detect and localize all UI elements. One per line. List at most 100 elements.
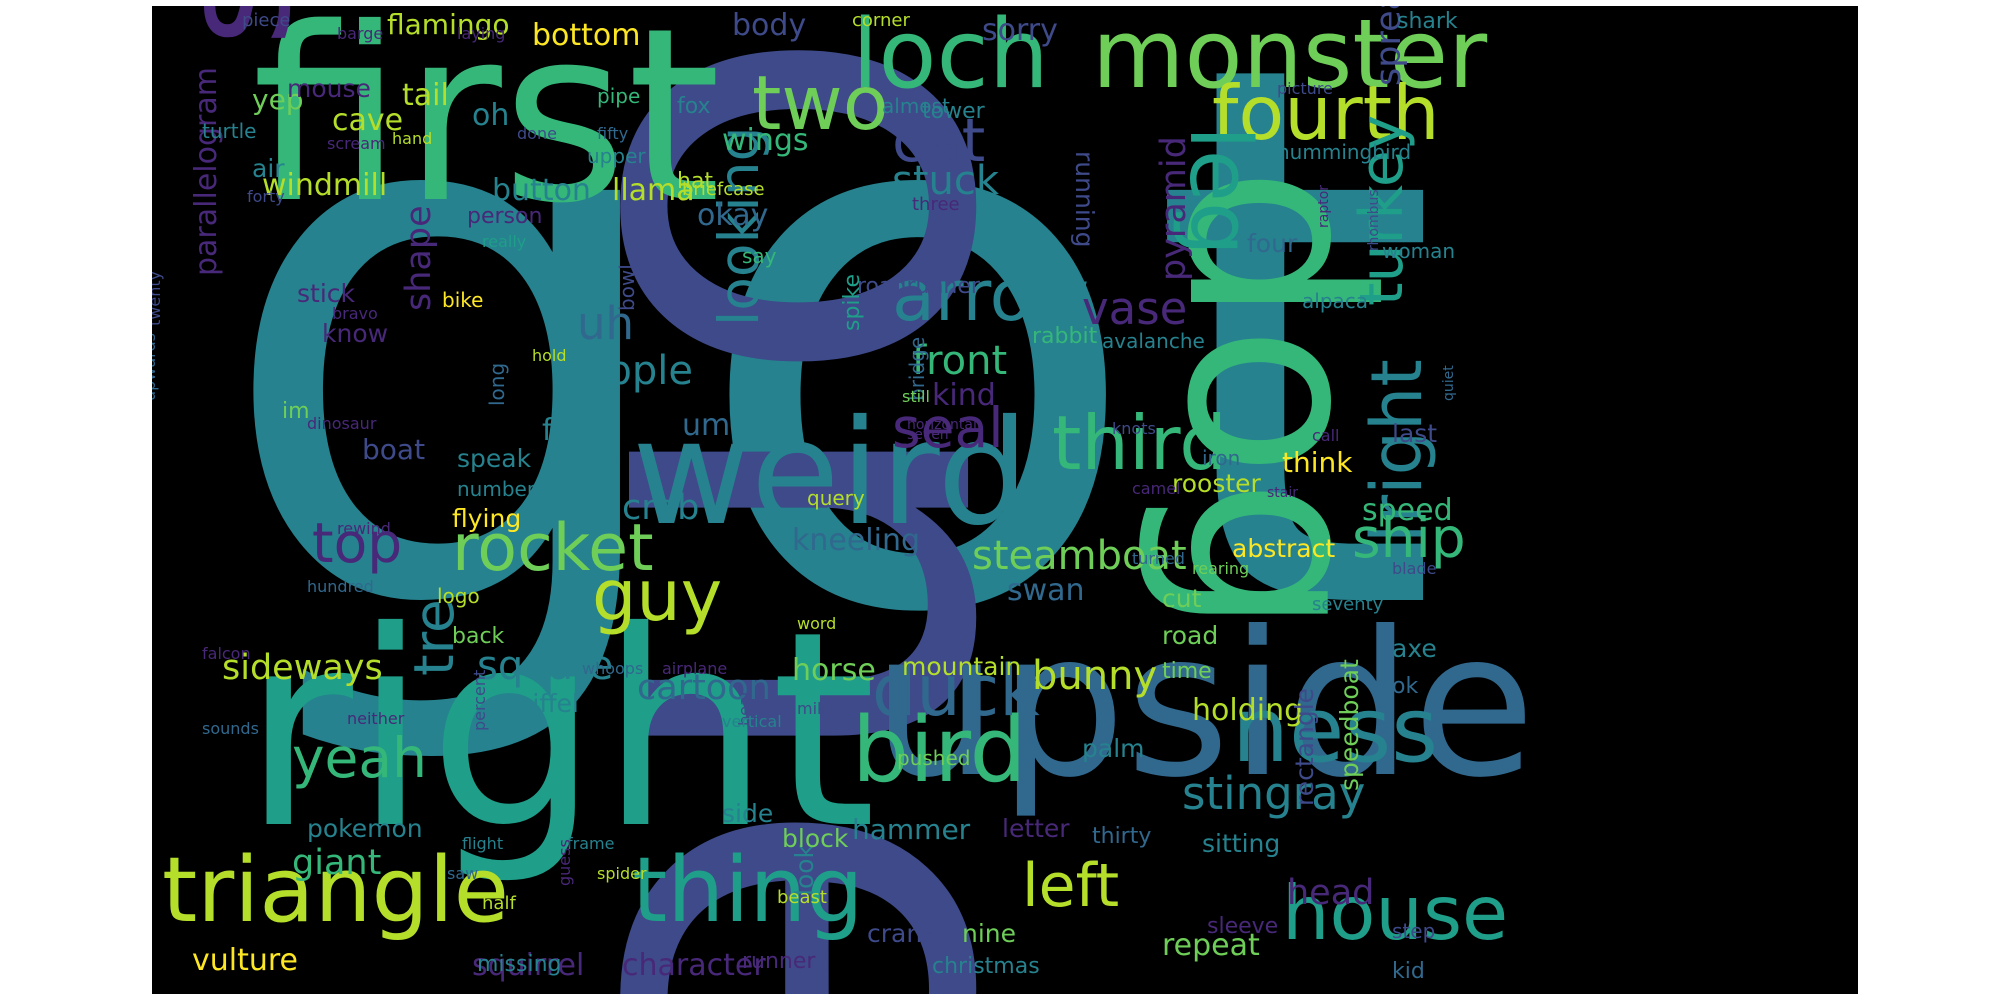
word: front (912, 338, 1008, 384)
word: tower (922, 99, 985, 124)
word: crane (867, 919, 938, 948)
word: seven (907, 427, 949, 443)
word: oh (472, 98, 510, 133)
word: camel (1132, 479, 1181, 498)
word: im (282, 399, 310, 424)
word: guess (555, 839, 574, 886)
word: alpaca (1302, 289, 1369, 313)
word: hundred (307, 577, 374, 596)
word: stuck (892, 158, 1000, 204)
word: rabbit (1032, 324, 1098, 349)
word: avalanche (1102, 329, 1205, 353)
word: pipe (597, 84, 641, 108)
word: barge (337, 24, 384, 43)
word: piece (242, 10, 291, 31)
word: rocket (452, 511, 654, 586)
word: bowl (615, 264, 639, 311)
word: giant (292, 843, 382, 883)
word: um (682, 408, 731, 443)
word: laying (457, 24, 506, 43)
word: shape (399, 205, 439, 311)
word: half (482, 893, 516, 914)
word: bunny (1032, 653, 1158, 699)
word: seal (892, 396, 1004, 460)
word: running (1070, 151, 1099, 248)
word: square (477, 643, 614, 689)
word: parallelogram (189, 67, 224, 276)
word: four (1247, 229, 1298, 258)
word: mike (797, 699, 836, 718)
word: triangle (162, 838, 509, 943)
word: repeat (1162, 928, 1260, 963)
word: time (1162, 659, 1212, 684)
word: think (1282, 446, 1353, 479)
word: yeah (292, 726, 427, 790)
word: tail (402, 78, 449, 113)
word: house (1282, 869, 1509, 957)
word: percent (470, 669, 489, 731)
word: raptor (1316, 184, 1332, 228)
word: thirty (1092, 824, 1152, 849)
word: coming (547, 447, 621, 471)
word: spider (597, 864, 647, 883)
word: neither (347, 709, 405, 728)
word: rectangle (1290, 687, 1319, 806)
word: crab (622, 488, 700, 528)
word: wings (722, 123, 809, 158)
word: call (1312, 426, 1340, 445)
word: airplane (662, 659, 728, 678)
word: upwards (152, 333, 159, 401)
word: weird (632, 389, 1030, 558)
word: sorry (982, 13, 1058, 48)
word: apple (582, 348, 694, 394)
word: holding (1192, 693, 1304, 728)
word: animal (562, 271, 617, 290)
word: okay (697, 198, 769, 233)
word: button (492, 173, 591, 208)
word: hummingbird (1277, 140, 1412, 164)
word: pyramid (1154, 136, 1194, 281)
word: character (622, 948, 766, 983)
word: stingray (1182, 767, 1366, 820)
word: say (742, 244, 777, 268)
word: whoops (582, 659, 644, 678)
word: rooster (1172, 469, 1261, 498)
word: rearing (1192, 559, 1250, 578)
word: back (452, 624, 505, 649)
word: last (1392, 419, 1438, 448)
word: person (467, 204, 543, 229)
word: rhombus (1366, 189, 1382, 251)
word: got (212, 6, 1442, 777)
word: vase (1082, 282, 1188, 335)
word: bravo (332, 304, 378, 323)
word: woman (1382, 239, 1456, 263)
word: logo (437, 584, 480, 608)
word: palm (1082, 734, 1145, 763)
word: bike (442, 288, 484, 312)
word: pokemon (307, 814, 423, 843)
word: knots (1112, 419, 1156, 438)
word: vertical (722, 712, 782, 731)
word: mouse (287, 74, 371, 103)
word: christmas (932, 954, 1040, 979)
word: tree (402, 565, 466, 676)
word: block (782, 824, 849, 853)
word: right (242, 573, 877, 888)
word: bird (852, 698, 1027, 803)
word: sounds (202, 719, 259, 738)
word: speak (457, 444, 532, 473)
word: still (902, 387, 930, 406)
word: cartoon (637, 668, 771, 708)
word: beast (777, 887, 827, 908)
word: two (752, 59, 889, 147)
word: step (1392, 919, 1436, 943)
word: ok (1392, 674, 1419, 699)
word: road (1162, 621, 1219, 650)
word: ness (1232, 678, 1439, 783)
word: body (732, 8, 807, 43)
word: iron (1202, 446, 1241, 470)
word: arrow (892, 255, 1090, 337)
word: missing (477, 952, 562, 977)
word: done (517, 124, 557, 143)
word: roadrunner (857, 274, 980, 299)
